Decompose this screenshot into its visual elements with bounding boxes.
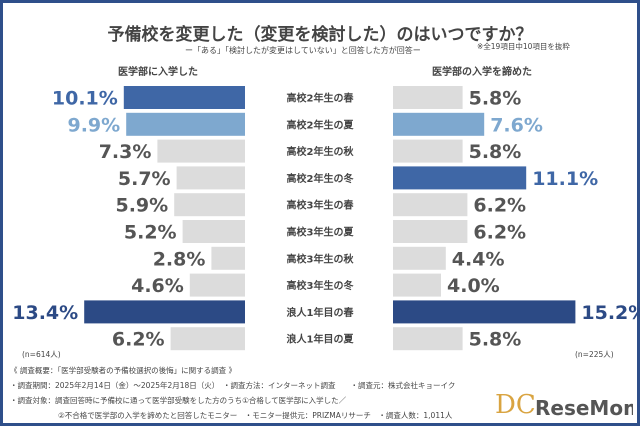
right-value-label: 5.8% — [469, 88, 522, 110]
right-bar — [393, 300, 576, 324]
left-value-label: 7.3% — [99, 141, 152, 163]
chart-subtitle: ー「ある」「検討したが変更はしていない」と回答した方が回答ー — [185, 46, 421, 55]
left-value-label: 5.2% — [124, 222, 177, 244]
right-bar — [393, 139, 463, 163]
category-label: 高校2年生の夏 — [287, 118, 355, 131]
right-bar — [393, 273, 441, 297]
left-bar — [170, 327, 245, 351]
left-value-label: 2.8% — [153, 248, 206, 270]
category-label: 高校3年生の夏 — [287, 226, 355, 239]
right-value-label: 6.2% — [473, 195, 526, 217]
category-label: 高校3年生の秋 — [287, 252, 355, 265]
category-label: 高校2年生の冬 — [287, 172, 354, 185]
left-bar — [211, 246, 245, 270]
right-value-label: 5.8% — [469, 141, 522, 163]
right-bar — [393, 166, 527, 190]
left-value-label: 9.9% — [67, 114, 120, 136]
right-value-label: 6.2% — [473, 222, 526, 244]
footer-line-1: ・調査期間：2025年2月14日（金）～2025年2月18日（火） ・調査方法：… — [10, 381, 456, 390]
left-value-label: 5.7% — [118, 168, 171, 190]
right-value-label: 7.6% — [490, 114, 543, 136]
right-series-heading: 医学部の入学を諦めた — [432, 67, 532, 78]
left-bar — [176, 166, 245, 190]
left-series-heading: 医学部に入学した — [118, 67, 198, 78]
chart-title: 予備校を変更した（変更を検討した）のはいつですか？ — [107, 25, 533, 45]
category-label: 高校2年生の春 — [287, 92, 354, 105]
svg-text:DC: DC — [495, 390, 536, 420]
left-bar — [189, 273, 245, 297]
right-bar — [393, 86, 463, 109]
footer-line-3: ②不合格で医学部の入学を諦めたと回答したモニター ・モニター提供元：PRIZMA… — [58, 411, 453, 420]
left-value-label: 10.1% — [52, 88, 118, 110]
left-sample-size: (n=614人) — [22, 350, 61, 359]
left-value-label: 5.9% — [115, 195, 168, 217]
left-bar — [126, 112, 245, 136]
right-bar — [393, 112, 485, 136]
right-value-label: 4.0% — [447, 275, 500, 297]
right-sample-size: (n=225人) — [575, 350, 614, 359]
svg-text:ReseMom: ReseMom — [535, 396, 633, 420]
right-value-label: 11.1% — [532, 168, 598, 190]
resemom-logo: DC ReseMom — [493, 385, 633, 420]
left-bar — [123, 86, 245, 109]
category-label: 浪人1年目の春 — [287, 306, 354, 319]
logo-mark-icon: DC ReseMom — [495, 390, 633, 420]
left-bar — [174, 193, 245, 217]
right-bar — [393, 327, 463, 351]
left-value-label: 6.2% — [112, 329, 165, 351]
chart-note: ※全19項目中10項目を抜粋 — [477, 42, 570, 51]
category-label: 高校3年生の春 — [287, 199, 354, 212]
category-label: 高校2年生の秋 — [287, 145, 355, 158]
left-value-label: 13.4% — [12, 302, 78, 324]
category-label: 高校3年生の冬 — [287, 279, 354, 292]
left-value-label: 4.6% — [131, 275, 184, 297]
right-value-label: 4.4% — [452, 248, 505, 270]
left-bar — [182, 220, 245, 243]
right-bar — [393, 246, 446, 270]
right-value-label: 5.8% — [469, 329, 522, 351]
left-bar — [84, 300, 245, 324]
category-label: 浪人1年目の夏 — [287, 333, 355, 346]
footer-line-2: ・調査対象：調査回答時に予備校に通って医学部受験をした方のうち①合格して医学部に… — [10, 396, 347, 405]
left-bar — [157, 139, 245, 163]
footer-heading: 《 調査概要：「医学部受験者の予備校選択の後悔」に関する調査 》 — [10, 366, 237, 375]
right-bar — [393, 193, 468, 217]
right-value-label: 15.2% — [581, 302, 640, 324]
right-bar — [393, 220, 468, 243]
